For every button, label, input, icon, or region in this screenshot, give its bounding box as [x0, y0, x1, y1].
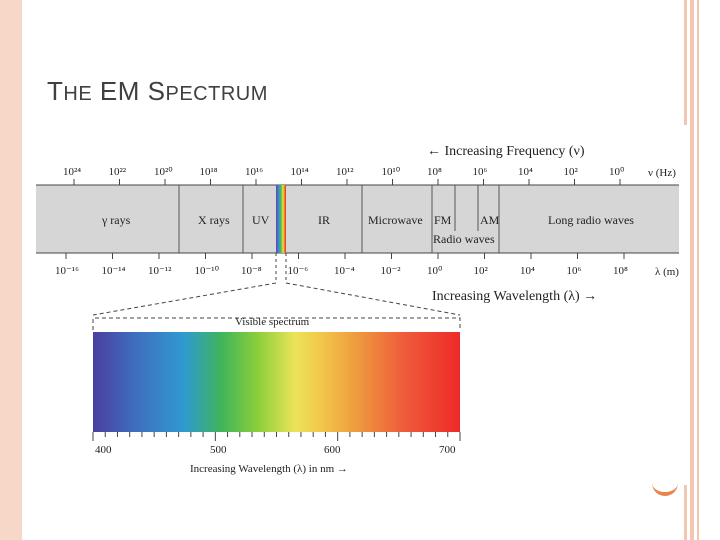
- wavelength-tick-label: 10⁰: [427, 265, 443, 277]
- visible-tick-label: 400: [95, 444, 112, 456]
- band-label-am: AM: [480, 213, 500, 227]
- frequency-tick-label: 10¹⁴: [291, 166, 309, 178]
- wavelength-tick-label: 10⁸: [613, 265, 628, 277]
- frequency-axis-label: ← Increasing Frequency (ν): [427, 144, 585, 159]
- frequency-tick-label: 10⁸: [427, 166, 442, 178]
- title-part: EM: [99, 76, 140, 106]
- slide-border-right-line: [697, 0, 699, 540]
- visible-ticks: [92, 432, 461, 441]
- wavelength-tick-label: 10⁻⁴: [334, 265, 355, 277]
- wavelength-tick-label: 10⁻¹²: [148, 265, 172, 277]
- slide-border-right-line: [690, 0, 694, 540]
- visible-tick-label: 500: [210, 444, 227, 456]
- zoom-line-right: [285, 282, 461, 316]
- band-label-xray: X rays: [198, 213, 230, 227]
- frequency-tick-label: 10²²: [109, 166, 127, 178]
- visible-tick-label: 700: [439, 444, 456, 456]
- band-label-microwave: Microwave: [368, 213, 423, 227]
- title-part: S: [147, 76, 166, 106]
- band-label-fm: FM: [434, 213, 452, 227]
- wavelength-unit-label: λ (m): [655, 266, 679, 278]
- frequency-tick-label: 10⁴: [518, 166, 533, 178]
- wavelength-tick-label: 10⁴: [520, 265, 535, 277]
- visible-spectrum-bar: [93, 332, 460, 432]
- wavelength-tick-label: 10²: [474, 265, 489, 277]
- frequency-tick-label: 10²: [564, 166, 579, 178]
- visible-axis-label: Increasing Wavelength (λ) in nm →: [190, 463, 348, 475]
- wavelength-ticks: 10⁻¹⁶ 10⁻¹⁴ 10⁻¹² 10⁻¹⁰ 10⁻⁸ 10⁻⁶ 10⁻⁴ 10⁻² 10⁰ 1…: [55, 253, 628, 277]
- em-spectrum-svg: ← Increasing Frequency (ν) γ rays X rays…: [36, 144, 679, 475]
- wavelength-tick-label: 10⁻¹⁴: [102, 265, 126, 277]
- wavelength-tick-label: 10⁶: [567, 265, 582, 277]
- slide-corner-decoration: [652, 482, 678, 496]
- frequency-tick-label: 10¹⁸: [200, 166, 218, 178]
- band-label-long-radio: Long radio waves: [548, 213, 634, 227]
- frequency-tick-label: 10²⁴: [63, 166, 81, 178]
- visible-strip: [276, 185, 286, 253]
- frequency-tick-label: 10⁰: [609, 166, 625, 178]
- wavelength-tick-label: 10⁻¹⁶: [55, 265, 79, 277]
- frequency-tick-label: 10¹⁶: [245, 166, 263, 178]
- visible-spectrum-label: Visible spectrum: [235, 316, 310, 328]
- visible-tick-label: 600: [324, 444, 341, 456]
- wavelength-tick-label: 10⁻⁸: [241, 265, 262, 277]
- visible-bracket: [92, 317, 461, 330]
- slide-title: THE EM SPECTRUM: [47, 76, 268, 107]
- band-label-ir: IR: [318, 213, 330, 227]
- slide-border-left: [0, 0, 22, 540]
- title-part: HE: [63, 83, 93, 105]
- frequency-tick-label: 10⁶: [473, 166, 488, 178]
- band-label-uv: UV: [252, 213, 270, 227]
- frequency-tick-label: 10¹⁰: [382, 166, 401, 178]
- spectrum-band: [36, 185, 679, 253]
- band-label-gamma: γ rays: [101, 213, 131, 227]
- frequency-unit-label: ν (Hz): [648, 167, 676, 179]
- wavelength-axis-label: Increasing Wavelength (λ) →: [432, 289, 597, 304]
- frequency-ticks: 10²⁴ 10²² 10²⁰ 10¹⁸ 10¹⁶ 10¹⁴ 10¹² 10¹⁰ 10⁸ 10⁶ 10…: [63, 166, 625, 185]
- frequency-tick-label: 10¹²: [336, 166, 354, 178]
- title-part: T: [47, 76, 64, 106]
- band-label-radio-waves: Radio waves: [433, 232, 495, 246]
- wavelength-tick-label: 10⁻¹⁰: [195, 265, 220, 277]
- title-part: PECTRUM: [165, 83, 268, 105]
- wavelength-tick-label: 10⁻⁶: [288, 265, 309, 277]
- wavelength-tick-label: 10⁻²: [381, 265, 402, 277]
- frequency-tick-label: 10²⁰: [154, 166, 173, 178]
- em-spectrum-figure: ← Increasing Frequency (ν) γ rays X rays…: [30, 125, 690, 485]
- zoom-line-left: [92, 282, 277, 316]
